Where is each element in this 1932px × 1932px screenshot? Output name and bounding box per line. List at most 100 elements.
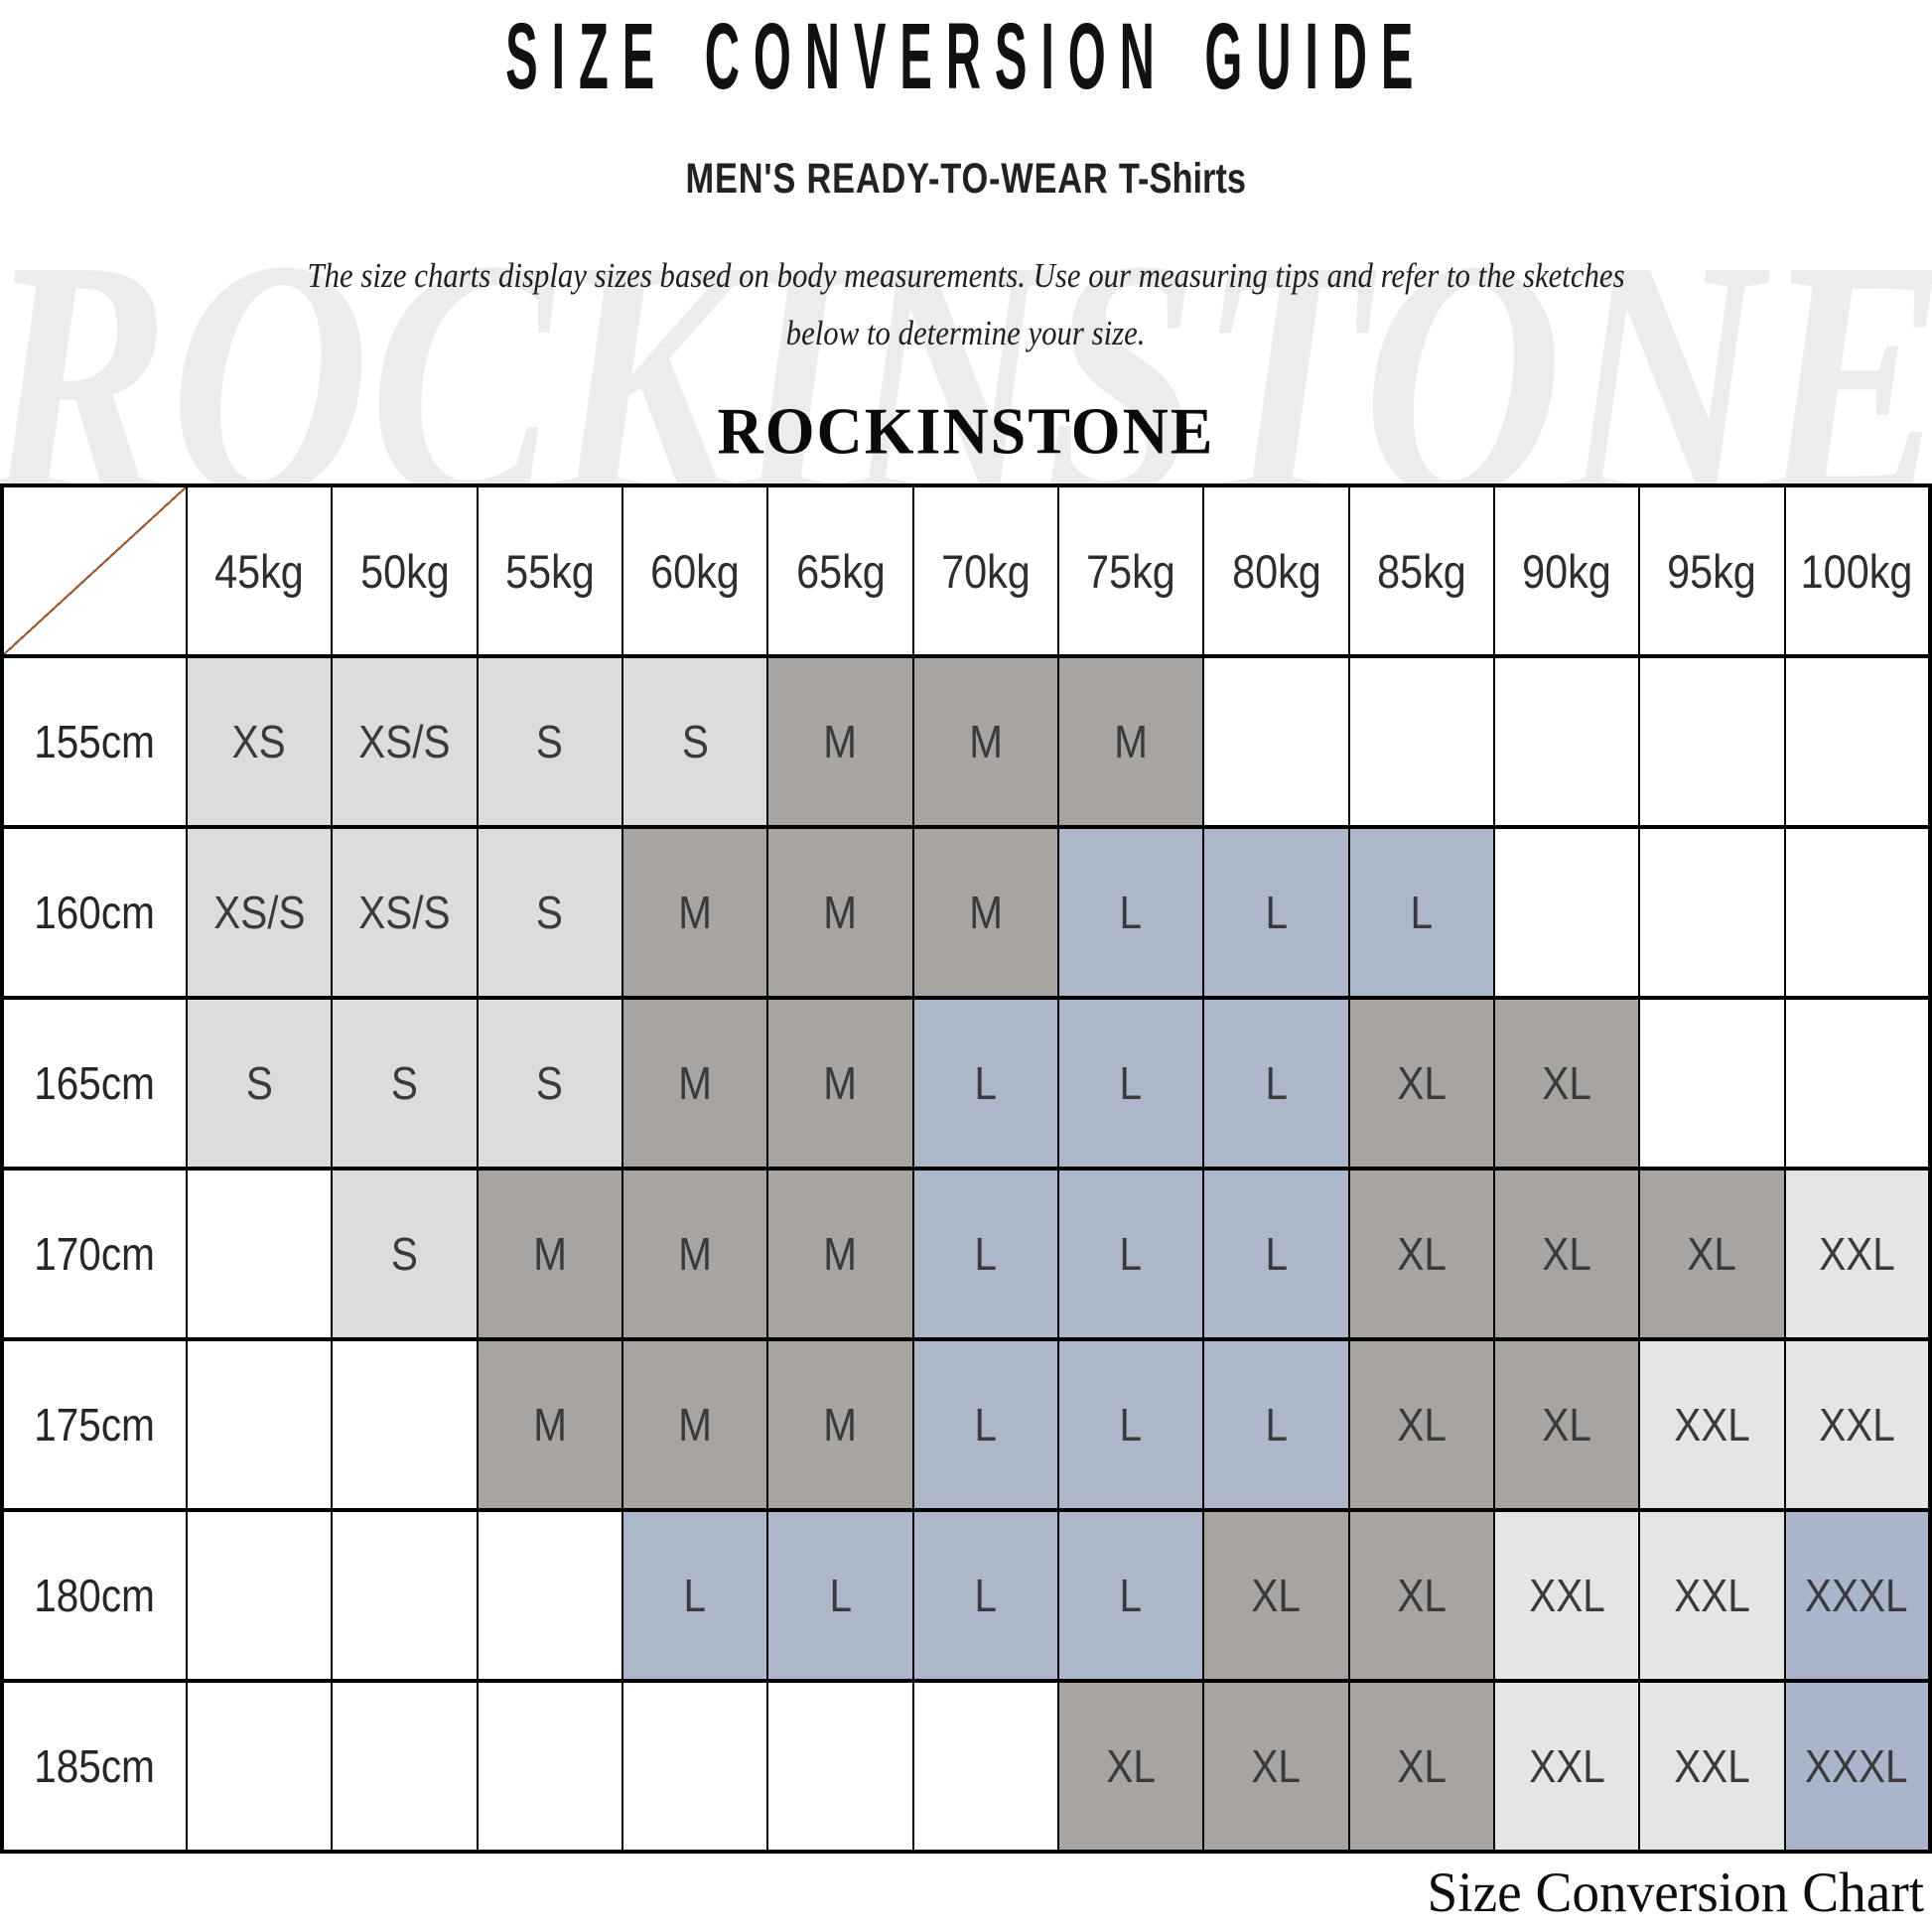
size-value: M xyxy=(823,887,858,938)
page-title-text: SIZE CONVERSION GUIDE xyxy=(504,3,1428,109)
weight-header-85kg: 85kg xyxy=(1347,483,1495,658)
size-cell-165cm-45kg: S xyxy=(185,996,334,1171)
height-label-165cm: 165cm xyxy=(1,996,188,1171)
size-cell-170cm-50kg: S xyxy=(331,1167,479,1341)
size-cell-160cm-70kg: M xyxy=(911,825,1059,1000)
height-label-180cm: 180cm xyxy=(1,1508,188,1683)
height-label-text: 170cm xyxy=(34,1228,156,1280)
weight-header-60kg: 60kg xyxy=(621,483,769,658)
size-value: S xyxy=(390,1057,418,1109)
size-cell-170cm-85kg: XL xyxy=(1347,1167,1495,1341)
size-value: XL xyxy=(1397,1740,1447,1792)
size-value: L xyxy=(1265,1399,1288,1450)
size-cell-185cm-60kg xyxy=(621,1679,769,1854)
size-cell-185cm-65kg xyxy=(766,1679,914,1854)
size-cell-165cm-100kg xyxy=(1783,996,1932,1171)
table-row-170cm: 170cm S M M M L L L XL XL XL XXL xyxy=(1,1167,1932,1341)
size-cell-155cm-100kg xyxy=(1783,654,1932,829)
size-cell-170cm-100kg: XXL xyxy=(1783,1167,1932,1341)
size-value: L xyxy=(974,1057,998,1109)
size-cell-175cm-90kg: XL xyxy=(1492,1337,1641,1512)
size-value: XXL xyxy=(1528,1570,1605,1621)
size-cell-175cm-85kg: XL xyxy=(1347,1337,1495,1512)
weight-header-65kg: 65kg xyxy=(766,483,914,658)
size-cell-170cm-70kg: L xyxy=(911,1167,1059,1341)
height-label-text: 165cm xyxy=(34,1057,156,1109)
size-value: M xyxy=(968,887,1003,938)
table-row-155cm: 155cm XS XS/S S S M M M xyxy=(1,654,1932,829)
size-value: XL xyxy=(1542,1228,1591,1280)
height-label-170cm: 170cm xyxy=(1,1167,188,1341)
size-cell-180cm-65kg: L xyxy=(766,1508,914,1683)
size-value: L xyxy=(1119,1399,1143,1450)
size-value: XL xyxy=(1106,1740,1156,1792)
size-cell-160cm-90kg xyxy=(1492,825,1641,1000)
size-cell-170cm-60kg: M xyxy=(621,1167,769,1341)
size-cell-180cm-90kg: XXL xyxy=(1492,1508,1641,1683)
size-value: M xyxy=(678,1228,713,1280)
size-value: M xyxy=(823,1228,858,1280)
size-cell-180cm-60kg: L xyxy=(621,1508,769,1683)
size-cell-165cm-95kg xyxy=(1638,996,1786,1171)
size-cell-165cm-55kg: S xyxy=(476,996,623,1171)
table-row-160cm: 160cm XS/S XS/S S M M M L L L xyxy=(1,825,1932,1000)
height-label-185cm: 185cm xyxy=(1,1679,188,1854)
weight-header-80kg: 80kg xyxy=(1202,483,1350,658)
size-cell-155cm-90kg xyxy=(1492,654,1641,829)
size-cell-175cm-55kg: M xyxy=(476,1337,623,1512)
size-cell-180cm-75kg: L xyxy=(1056,1508,1205,1683)
page-title: SIZE CONVERSION GUIDE xyxy=(0,2,1932,108)
size-value: L xyxy=(974,1570,998,1621)
size-cell-155cm-85kg xyxy=(1347,654,1495,829)
size-value: XXL xyxy=(1819,1399,1895,1450)
weight-header-95kg: 95kg xyxy=(1638,483,1786,658)
size-value: L xyxy=(1410,887,1434,938)
size-cell-170cm-80kg: L xyxy=(1202,1167,1350,1341)
weight-header-90kg: 90kg xyxy=(1492,483,1641,658)
size-cell-185cm-90kg: XXL xyxy=(1492,1679,1641,1854)
brand-name: ROCKINSTONE xyxy=(717,394,1215,468)
height-label-text: 180cm xyxy=(34,1570,156,1621)
table-body: 155cm XS XS/S S S M M M 160cm XS/S XS/S S M M M L L L 165c… xyxy=(1,654,1932,1854)
size-cell-175cm-60kg: M xyxy=(621,1337,769,1512)
size-cell-165cm-75kg: L xyxy=(1056,996,1205,1171)
size-cell-180cm-45kg xyxy=(185,1508,334,1683)
weight-header-label: 100kg xyxy=(1800,544,1913,598)
size-value: XXXL xyxy=(1805,1570,1909,1621)
size-value: XL xyxy=(1397,1057,1447,1109)
table-row-185cm: 185cm XL XL XL XXL XXL XXXL xyxy=(1,1679,1932,1854)
size-cell-180cm-55kg xyxy=(476,1508,623,1683)
weight-header-label: 80kg xyxy=(1231,544,1321,598)
weight-header-label: 65kg xyxy=(795,544,886,598)
size-value: L xyxy=(683,1570,707,1621)
size-cell-180cm-95kg: XXL xyxy=(1638,1508,1786,1683)
size-value: S xyxy=(536,716,564,767)
size-cell-175cm-65kg: M xyxy=(766,1337,914,1512)
weight-header-label: 50kg xyxy=(359,544,450,598)
size-cell-155cm-70kg: M xyxy=(911,654,1059,829)
height-label-175cm: 175cm xyxy=(1,1337,188,1512)
size-value: XL xyxy=(1251,1570,1302,1621)
size-cell-155cm-60kg: S xyxy=(621,654,769,829)
size-cell-170cm-45kg xyxy=(185,1167,334,1341)
size-cell-155cm-75kg: M xyxy=(1056,654,1205,829)
size-value: L xyxy=(1265,1228,1288,1280)
size-cell-180cm-70kg: L xyxy=(911,1508,1059,1683)
size-cell-175cm-80kg: L xyxy=(1202,1337,1350,1512)
subtitle-product: T-Shirts xyxy=(1119,155,1247,203)
height-label-text: 160cm xyxy=(34,887,156,938)
size-cell-165cm-50kg: S xyxy=(331,996,479,1171)
size-cell-165cm-60kg: M xyxy=(621,996,769,1171)
size-cell-185cm-45kg xyxy=(185,1679,334,1854)
size-value: XS/S xyxy=(358,887,451,938)
size-cell-185cm-85kg: XL xyxy=(1347,1679,1495,1854)
weight-header-75kg: 75kg xyxy=(1056,483,1205,658)
table-row-175cm: 175cm M M M L L L XL XL XXL XXL xyxy=(1,1337,1932,1512)
size-cell-180cm-80kg: XL xyxy=(1202,1508,1350,1683)
size-value: XXL xyxy=(1674,1740,1750,1792)
height-label-text: 175cm xyxy=(34,1399,156,1450)
size-value: S xyxy=(536,1057,564,1109)
size-cell-155cm-80kg xyxy=(1202,654,1350,829)
size-value: XL xyxy=(1397,1570,1447,1621)
size-cell-175cm-100kg: XXL xyxy=(1783,1337,1932,1512)
